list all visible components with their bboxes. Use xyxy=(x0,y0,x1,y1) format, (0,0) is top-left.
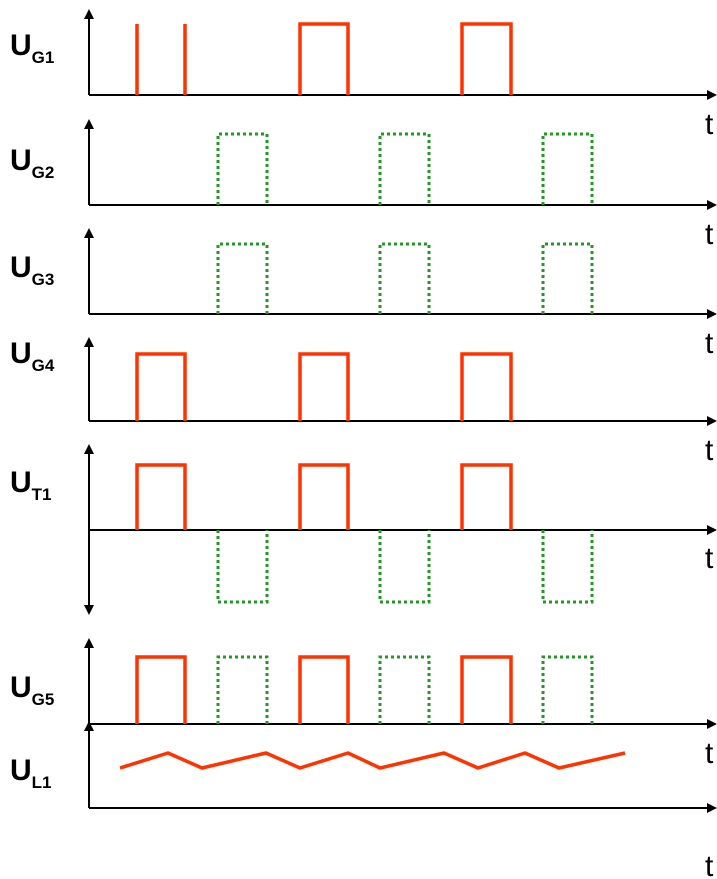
label-ug1: UG1 xyxy=(10,29,54,67)
waveform-ut1-positive xyxy=(135,463,513,530)
t-label-ug3: t xyxy=(705,327,714,360)
waveform-ug1 xyxy=(135,22,513,95)
pulse-ug5-solid xyxy=(135,655,187,724)
pulse-ug5-dotted xyxy=(378,655,431,724)
pulse-ut1-negative xyxy=(378,530,431,604)
t-label-ug1: t xyxy=(705,108,714,141)
t-label-ul1: t xyxy=(705,850,714,879)
pulse-ut1-negative xyxy=(541,530,594,604)
pulse-ut1-positive xyxy=(135,463,187,530)
t-label-ug4: t xyxy=(705,434,714,467)
label-ug3: UG3 xyxy=(10,251,54,289)
time-axes xyxy=(89,90,717,813)
label-ug4: UG4 xyxy=(10,337,55,375)
pulse-ut1-positive xyxy=(460,463,513,530)
pulse-ug3 xyxy=(541,242,594,314)
pulse-ug4 xyxy=(460,352,513,421)
pulse-ut1-negative xyxy=(216,530,269,604)
pulse-ug5-dotted xyxy=(216,655,269,724)
pulse-ug5-solid xyxy=(298,655,350,724)
pulse-ut1-positive xyxy=(298,463,350,530)
waveform-ul1 xyxy=(119,751,626,770)
waveform-ug5-solid xyxy=(135,655,513,724)
t-label-ut1: t xyxy=(705,542,714,575)
waveform-ug3 xyxy=(216,242,594,314)
label-ul1: UL1 xyxy=(10,754,52,792)
waveform-ut1-negative xyxy=(216,530,594,604)
pulse-ug1 xyxy=(298,22,350,95)
pulse-ug3 xyxy=(378,242,431,314)
pulse-ug2 xyxy=(541,132,594,205)
t-label-ug5: t xyxy=(705,737,714,770)
waveform-ug2 xyxy=(216,132,594,205)
pulse-ug2 xyxy=(216,132,269,205)
label-ug5: UG5 xyxy=(10,671,54,709)
label-ut1: UT1 xyxy=(10,466,52,504)
t-label-ug2: t xyxy=(705,218,714,251)
pulse-ug1 xyxy=(460,22,513,95)
pulse-ug5-solid xyxy=(460,655,513,724)
time-labels: t t t t t t t xyxy=(705,108,714,879)
waveform-ug4 xyxy=(135,352,513,421)
pulse-ug5-dotted xyxy=(541,655,594,724)
waveform-ug5-dotted xyxy=(216,655,594,724)
pulse-ug4 xyxy=(298,352,350,421)
pulse-ug3 xyxy=(216,242,269,314)
pulse-ug2 xyxy=(378,132,431,205)
label-ug2: UG2 xyxy=(10,144,54,182)
pulse-ug4 xyxy=(135,352,187,421)
